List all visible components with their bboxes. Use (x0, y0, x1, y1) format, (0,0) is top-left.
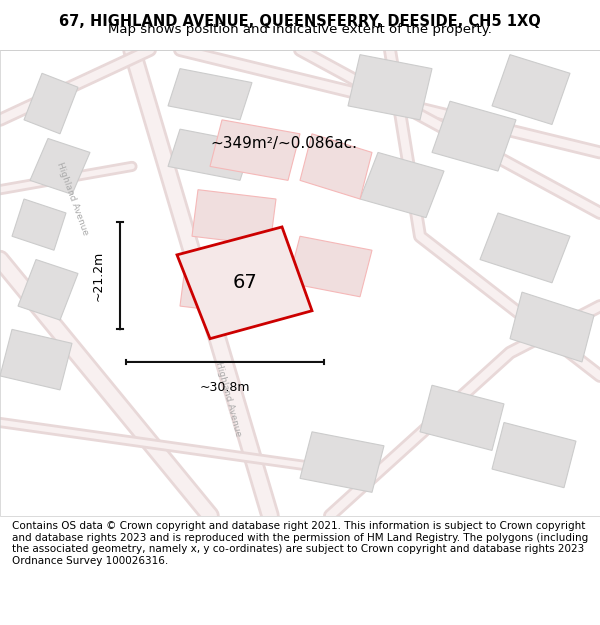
Polygon shape (0, 329, 72, 390)
Polygon shape (510, 292, 594, 362)
Polygon shape (210, 120, 300, 181)
Text: Highland Avenue: Highland Avenue (55, 161, 89, 237)
Polygon shape (168, 69, 252, 120)
Polygon shape (12, 199, 66, 250)
Polygon shape (192, 189, 276, 246)
Text: Map shows position and indicative extent of the property.: Map shows position and indicative extent… (108, 23, 492, 36)
Polygon shape (180, 259, 264, 316)
Polygon shape (492, 422, 576, 488)
Text: ~21.2m: ~21.2m (92, 251, 105, 301)
Polygon shape (300, 432, 384, 492)
Polygon shape (432, 101, 516, 171)
Polygon shape (492, 54, 570, 124)
Polygon shape (30, 139, 90, 194)
Polygon shape (348, 54, 432, 120)
Polygon shape (420, 385, 504, 451)
Polygon shape (177, 227, 312, 339)
Text: ~349m²/~0.086ac.: ~349m²/~0.086ac. (210, 136, 357, 151)
Text: Contains OS data © Crown copyright and database right 2021. This information is : Contains OS data © Crown copyright and d… (12, 521, 588, 566)
Polygon shape (288, 236, 372, 297)
Polygon shape (480, 213, 570, 282)
Text: Highland Avenue: Highland Avenue (214, 361, 242, 438)
Text: ~30.8m: ~30.8m (200, 381, 250, 394)
Polygon shape (300, 134, 372, 199)
Polygon shape (168, 129, 252, 181)
Text: 67, HIGHLAND AVENUE, QUEENSFERRY, DEESIDE, CH5 1XQ: 67, HIGHLAND AVENUE, QUEENSFERRY, DEESID… (59, 14, 541, 29)
Polygon shape (360, 152, 444, 218)
Text: 67: 67 (233, 273, 257, 292)
Polygon shape (18, 259, 78, 320)
Polygon shape (24, 73, 78, 134)
